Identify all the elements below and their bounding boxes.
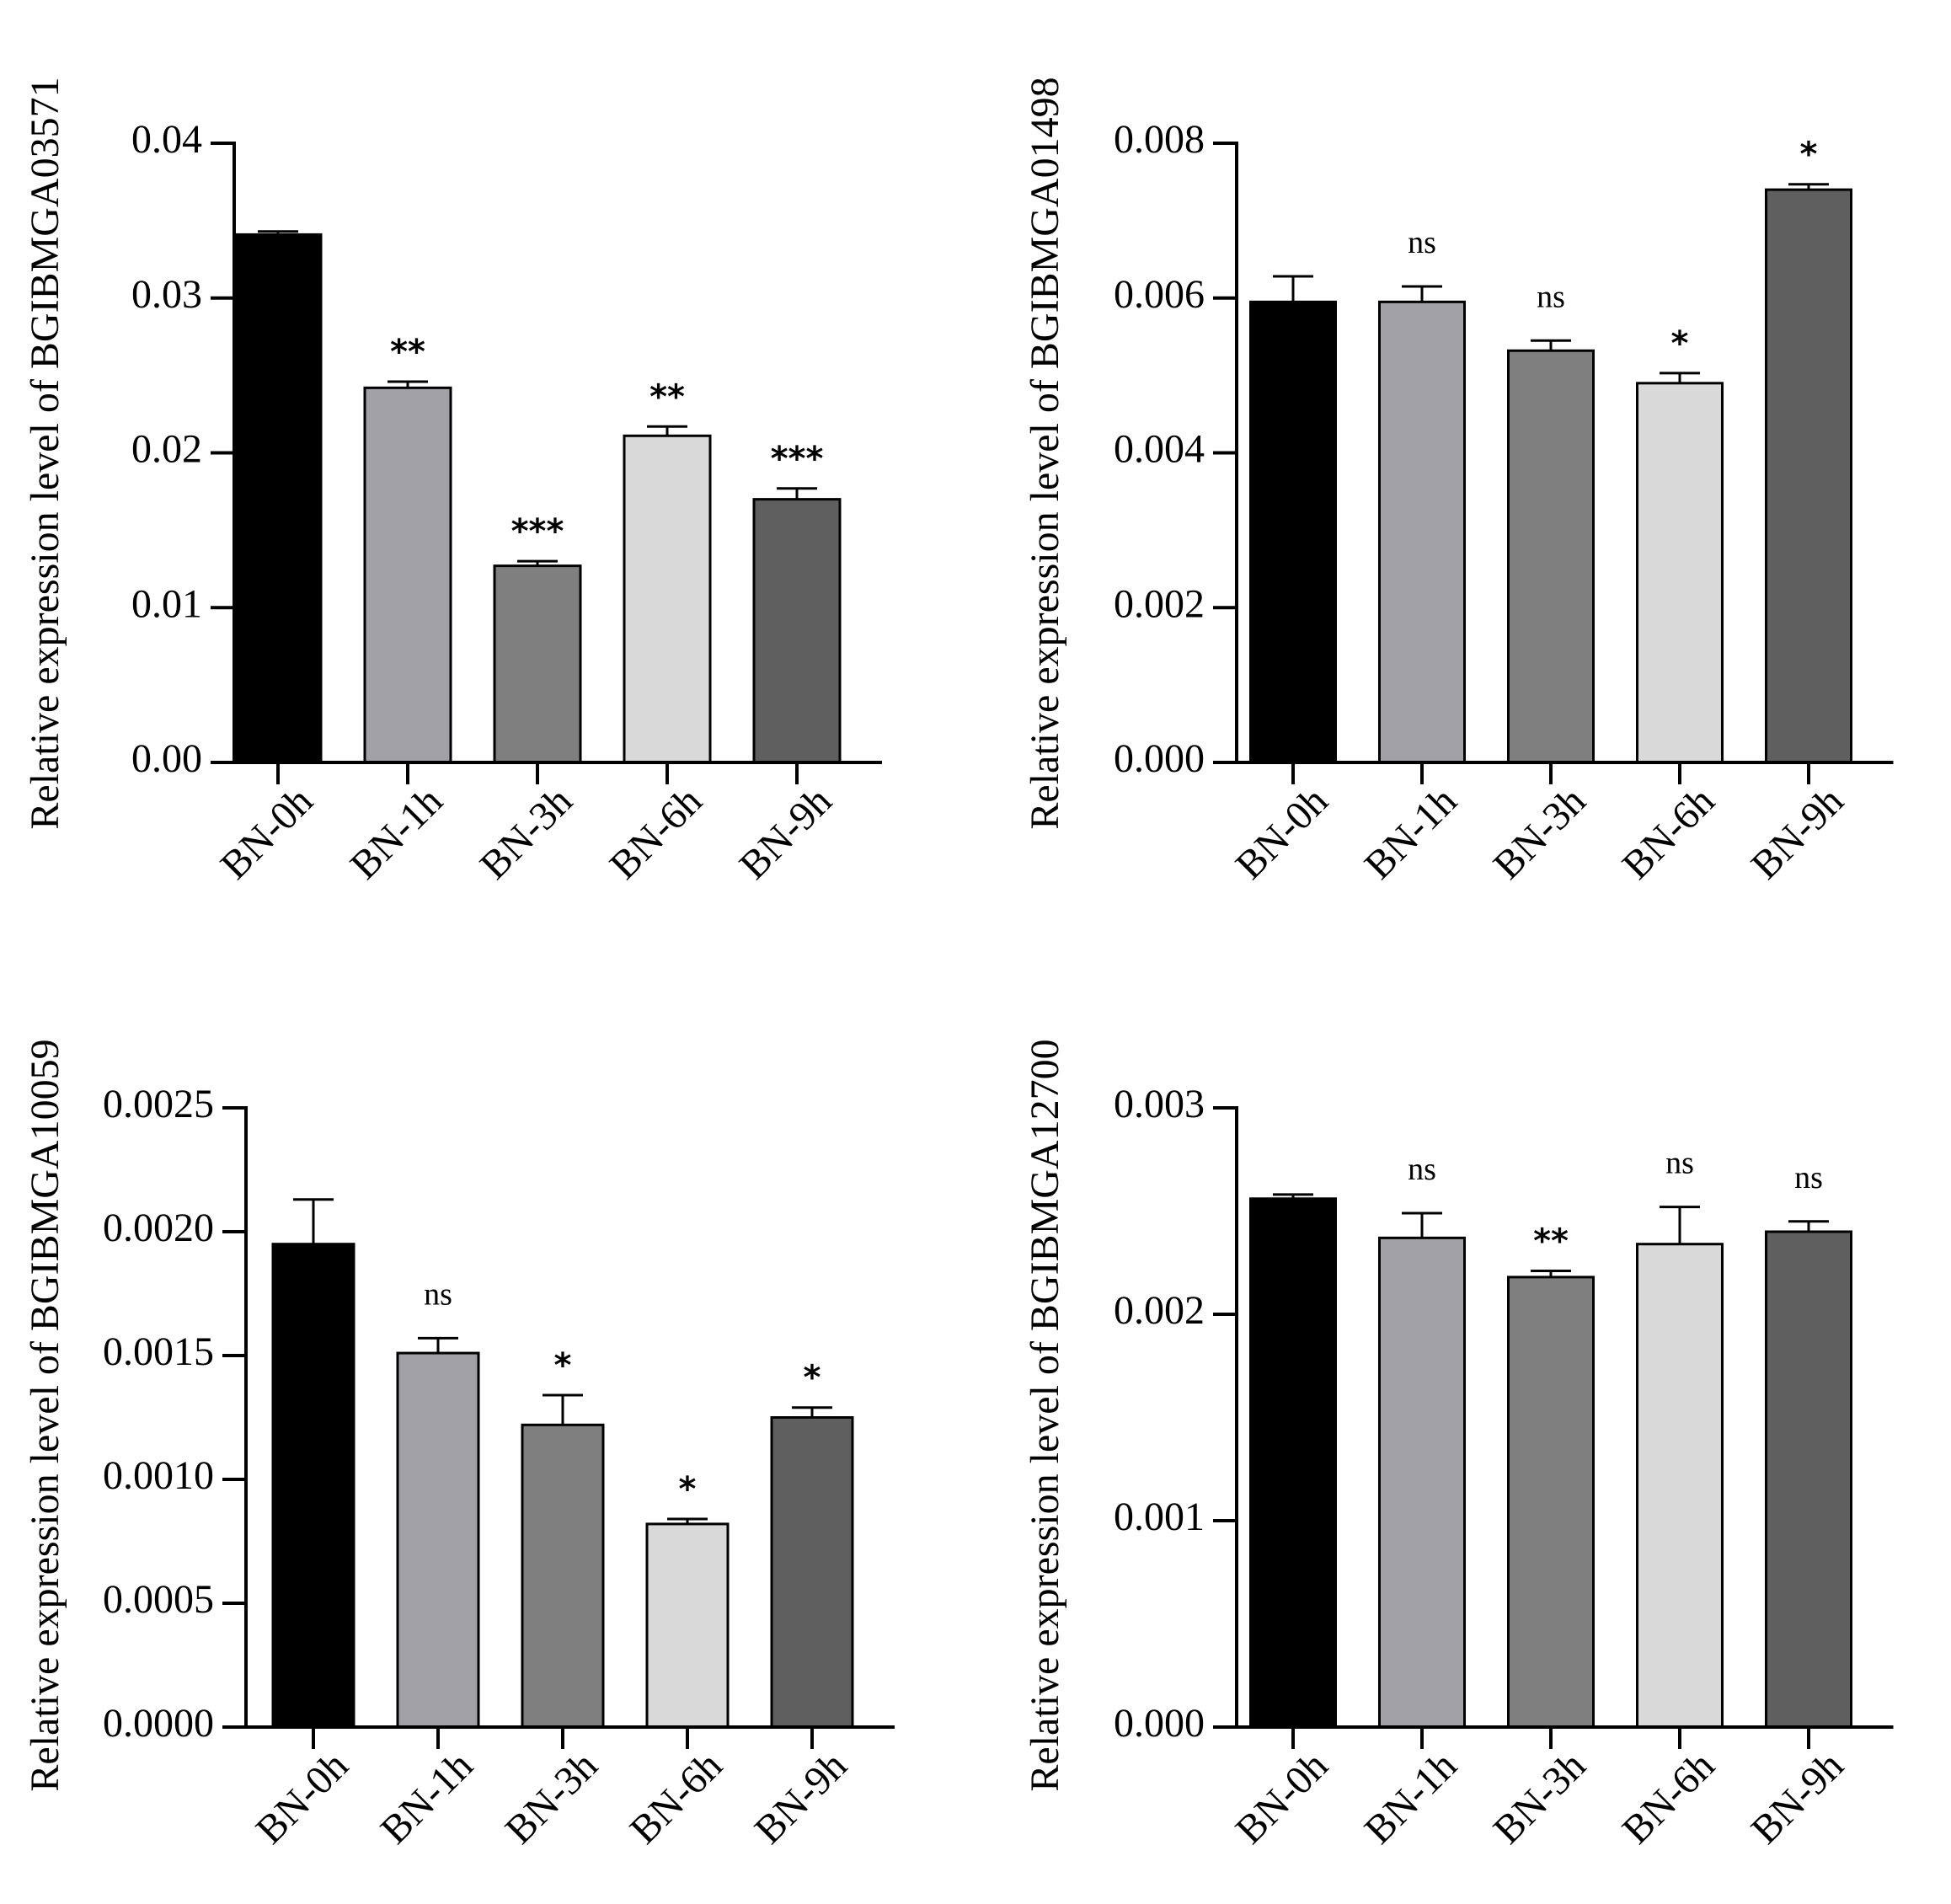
y-tick-label: 0.0000: [103, 1701, 214, 1746]
chart-panel-2: Relative expression level of BGIBMGA0149…: [1023, 77, 1894, 888]
y-tick-label: 0.0020: [103, 1206, 214, 1250]
bar-BN-1h: [396, 1351, 480, 1729]
y-axis-label: Relative expression level of BGIBMGA0149…: [1023, 77, 1067, 829]
bar-BN-0h: [271, 1243, 355, 1729]
bar-BN-1h: [1378, 1236, 1466, 1729]
x-tick-label: BN-1h: [342, 778, 452, 888]
y-tick-label: 0.00: [131, 736, 202, 781]
x-tick-label: BN-9h: [731, 778, 841, 888]
x-tick-label: BN-6h: [601, 778, 711, 888]
y-tick-label: 0.03: [131, 272, 202, 317]
y-tick-label: 0.0005: [103, 1577, 214, 1622]
x-tick-label: BN-0h: [212, 778, 322, 888]
bar-BN-6h: [623, 434, 712, 764]
x-tick-label: BN-0h: [248, 1743, 357, 1853]
bar-BN-6h: [1636, 1243, 1724, 1729]
significance-label: *: [1671, 324, 1689, 363]
y-tick-label: 0.04: [131, 117, 202, 162]
x-tick-label: BN-1h: [1356, 778, 1466, 888]
significance-label: **: [1533, 1222, 1569, 1261]
significance-label: **: [390, 333, 425, 372]
y-tick-label: 0.002: [1114, 581, 1205, 626]
y-tick-label: 0.002: [1114, 1288, 1205, 1333]
significance-label: *: [679, 1470, 697, 1509]
chart-panel-3: Relative expression level of BGIBMGA1005…: [23, 1039, 895, 1853]
x-tick-label: BN-9h: [1743, 1743, 1852, 1853]
y-axis-label: Relative expression level of BGIBMGA1270…: [1023, 1039, 1067, 1791]
y-tick-label: 0.001: [1114, 1495, 1205, 1539]
bar-BN-9h: [1765, 1230, 1852, 1729]
x-tick-label: BN-0h: [1227, 1743, 1337, 1853]
significance-label: ns: [1665, 1146, 1694, 1181]
y-tick-label: 0.006: [1114, 272, 1205, 317]
x-tick-label: BN-6h: [622, 1743, 731, 1853]
significance-label: ns: [424, 1276, 452, 1312]
x-tick-label: BN-0h: [1227, 778, 1337, 888]
y-tick-label: 0.01: [131, 581, 202, 626]
bar-BN-3h: [493, 564, 582, 764]
y-tick-label: 0.0015: [103, 1329, 214, 1374]
x-tick-label: BN-9h: [1743, 778, 1852, 888]
significance-label: *: [1800, 136, 1818, 174]
significance-label: ns: [1794, 1160, 1823, 1195]
significance-label: ***: [771, 440, 824, 479]
chart-panel-1: Relative expression level of BGIBMGA0357…: [23, 77, 882, 888]
y-tick-label: 0.0010: [103, 1453, 214, 1498]
x-tick-label: BN-3h: [472, 778, 581, 888]
bar-BN-0h: [233, 233, 323, 764]
bar-BN-1h: [363, 386, 452, 764]
bar-BN-3h: [521, 1423, 605, 1729]
significance-label: ns: [1408, 1152, 1436, 1187]
x-tick-label: BN-1h: [372, 1743, 482, 1853]
bar-BN-0h: [1249, 1197, 1337, 1729]
bar-BN-9h: [752, 498, 842, 764]
x-tick-label: BN-3h: [1485, 778, 1595, 888]
y-axis-label: Relative expression level of BGIBMGA1005…: [23, 1039, 67, 1791]
significance-label: **: [649, 377, 685, 416]
y-tick-label: 0.008: [1114, 117, 1205, 162]
x-tick-label: BN-3h: [1485, 1743, 1595, 1853]
bar-BN-1h: [1378, 300, 1466, 764]
x-tick-label: BN-6h: [1614, 778, 1724, 888]
significance-label: *: [554, 1346, 572, 1385]
bar-BN-0h: [1249, 300, 1337, 764]
y-tick-label: 0.003: [1114, 1082, 1205, 1126]
bar-BN-6h: [1636, 382, 1724, 764]
significance-label: ***: [511, 512, 564, 551]
y-tick-label: 0.0025: [103, 1082, 214, 1126]
x-tick-label: BN-3h: [497, 1743, 607, 1853]
bar-BN-6h: [645, 1522, 730, 1729]
significance-label: ns: [1408, 225, 1436, 260]
y-tick-label: 0.000: [1114, 736, 1205, 781]
chart-panel-4: Relative expression level of BGIBMGA1270…: [1023, 1039, 1894, 1853]
bar-BN-3h: [1507, 1276, 1595, 1729]
bar-BN-9h: [770, 1416, 854, 1729]
significance-label: *: [804, 1359, 821, 1398]
y-tick-label: 0.000: [1114, 1701, 1205, 1746]
x-tick-label: BN-6h: [1614, 1743, 1724, 1853]
x-tick-label: BN-1h: [1356, 1743, 1466, 1853]
y-tick-label: 0.02: [131, 427, 202, 472]
significance-label: ns: [1537, 279, 1565, 314]
y-axis-label: Relative expression level of BGIBMGA0357…: [23, 77, 67, 829]
x-tick-label: BN-9h: [746, 1743, 856, 1853]
bar-BN-3h: [1507, 349, 1595, 764]
bar-BN-9h: [1765, 188, 1852, 764]
y-tick-label: 0.004: [1114, 427, 1205, 472]
